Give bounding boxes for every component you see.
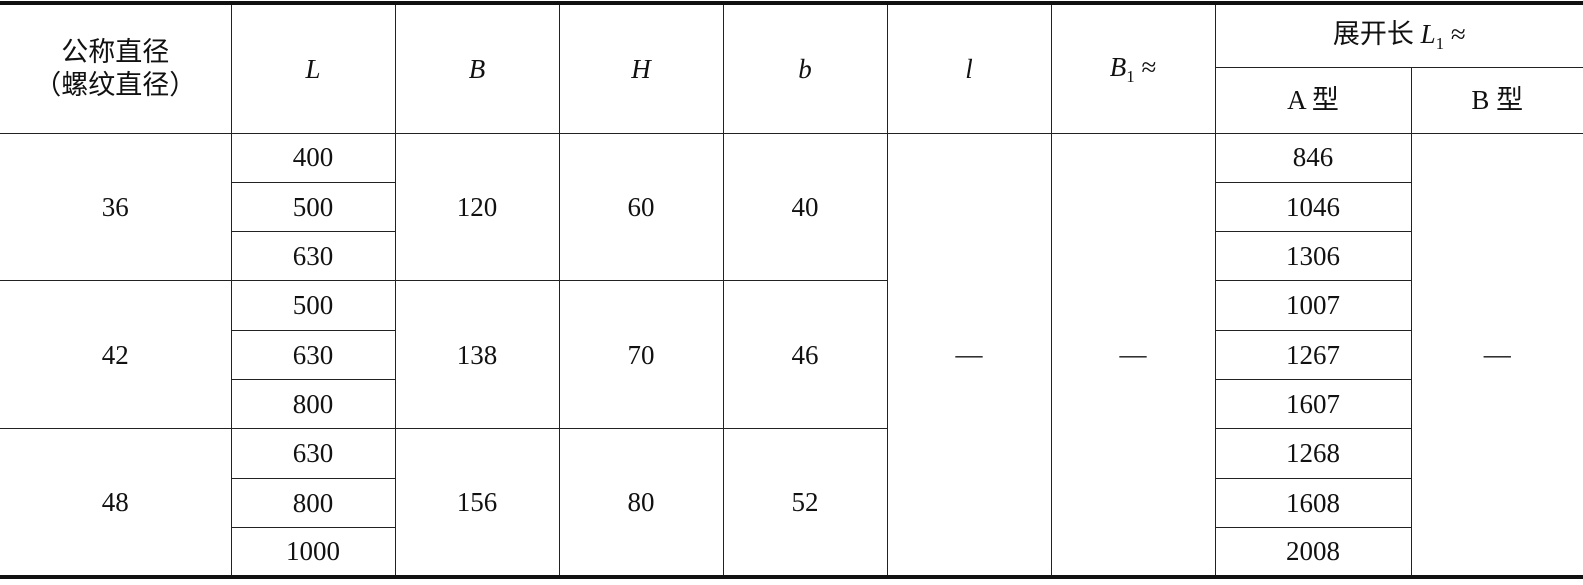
cell-A: 1007	[1214, 280, 1411, 331]
cell-d: 36	[0, 132, 232, 282]
cell-L: 800	[231, 378, 396, 430]
cell-b: 46	[722, 280, 888, 430]
header-text: 公称直径	[61, 37, 170, 68]
cell-A: 2008	[1214, 526, 1411, 579]
header-text: ≈	[1444, 18, 1466, 49]
cell-L: 800	[231, 477, 396, 528]
header-L: L	[230, 1, 396, 134]
header-text: 展开长	[1332, 18, 1421, 49]
cell-B: 120	[394, 132, 560, 282]
cell-H: 60	[558, 132, 724, 282]
header-nominal-diameter: 公称直径 （螺纹直径）	[0, 1, 232, 134]
cell-d: 42	[0, 280, 232, 430]
header-B1: B1 ≈	[1050, 1, 1216, 134]
table-row: 500 1046	[0, 181, 1583, 233]
cell-L: 630	[230, 428, 396, 479]
header-row: 公称直径 （螺纹直径） L B H b l B1 ≈ 展开长 L1 ≈	[0, 1, 1583, 134]
cell-H: 80	[558, 428, 724, 579]
table-row: 42 500 138 70 46 1007	[0, 280, 1583, 430]
cell-d: 48	[0, 428, 232, 579]
cell-L: 630	[231, 231, 396, 282]
header-row: A 型 B 型	[0, 66, 1583, 134]
cell-A: 1607	[1214, 378, 1411, 430]
header-B: B	[394, 1, 560, 134]
cell-b: 52	[722, 428, 888, 579]
header-type-a: A 型	[1215, 66, 1412, 134]
cell-L: 500	[231, 181, 396, 233]
table-row: 800 1607	[0, 378, 1583, 430]
cell-l-merged: —	[886, 132, 1052, 579]
header-b: b	[722, 1, 888, 134]
header-text: L	[1420, 18, 1436, 49]
header-text: B	[1109, 51, 1127, 82]
cell-L: 400	[230, 132, 396, 183]
header-type-b: B 型	[1410, 66, 1583, 134]
header-H: H	[558, 1, 724, 134]
table-row: 48 630 156 80 52 1268	[0, 428, 1583, 579]
subscript: 1	[1126, 66, 1135, 86]
header-L1: 展开长 L1 ≈	[1214, 1, 1583, 68]
cell-A: 1306	[1214, 231, 1411, 282]
cell-L: 630	[231, 329, 396, 380]
cell-L: 1000	[231, 526, 396, 579]
cell-B: 156	[394, 428, 560, 579]
cell-type-b-merged: —	[1410, 132, 1583, 579]
cell-A: 1046	[1214, 181, 1411, 233]
cell-A: 1608	[1214, 477, 1411, 528]
table-row: 630 1267	[0, 329, 1583, 380]
table-row: 1000 2008	[0, 526, 1583, 579]
cell-B1-merged: —	[1050, 132, 1216, 579]
cell-b: 40	[722, 132, 888, 282]
subscript: 1	[1435, 33, 1445, 53]
cell-A: 1267	[1214, 329, 1411, 380]
cell-A: 1268	[1214, 428, 1411, 479]
header-text: ≈	[1134, 51, 1157, 82]
table-row: 36 400 120 60 40 — — 846 —	[0, 132, 1583, 579]
header-text: （螺纹直径）	[34, 69, 197, 100]
table-row: 800 1608	[0, 477, 1583, 528]
cell-L: 500	[230, 280, 396, 331]
cell-A: 846	[1214, 132, 1412, 183]
header-l: l	[886, 1, 1052, 134]
cell-B: 138	[394, 280, 560, 430]
cell-H: 70	[558, 280, 724, 430]
